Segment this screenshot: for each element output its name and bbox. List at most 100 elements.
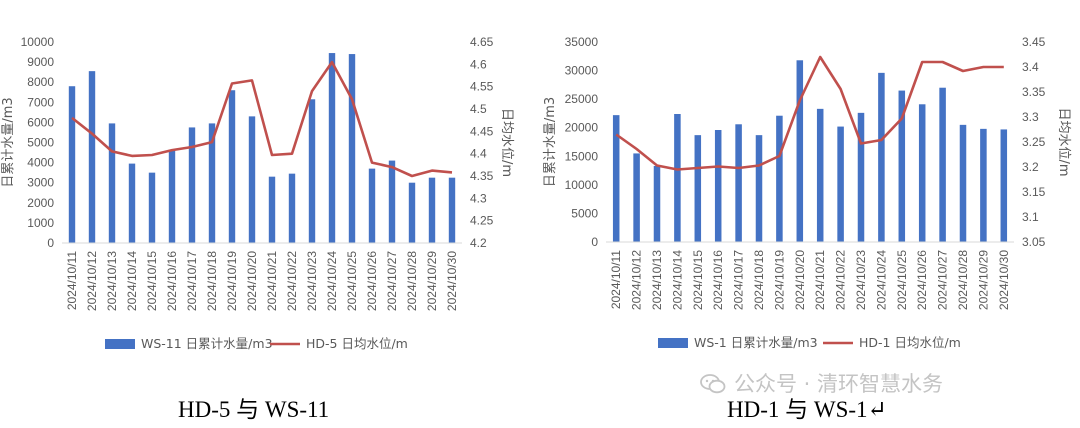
y-left-tick-label: 35000 (565, 35, 599, 49)
legend-bar-swatch (658, 338, 688, 348)
x-tick-label: 2024/10/15 (691, 250, 705, 310)
x-tick-label: 2024/10/26 (915, 250, 929, 310)
bar (248, 116, 256, 243)
bar (328, 53, 336, 244)
bar (755, 135, 763, 242)
bar (348, 54, 356, 244)
x-tick-label: 2024/10/20 (245, 251, 259, 311)
bar (776, 115, 783, 242)
y-left-tick-label: 9000 (27, 55, 54, 69)
line-series (615, 55, 1004, 171)
legend-item-line: HD-5 日均水位/m (306, 336, 408, 351)
bar (368, 168, 376, 243)
bar (837, 126, 844, 242)
bar (428, 177, 436, 243)
x-tick-label: 2024/10/21 (265, 251, 279, 311)
x-tick-label: 2024/10/12 (630, 250, 644, 310)
y-right-tick-label: 3.2 (1022, 160, 1039, 174)
x-tick-label: 2024/10/21 (813, 250, 827, 310)
x-tick-label: 2024/10/22 (285, 251, 299, 311)
bar (188, 127, 196, 243)
y-left-tick-label: 2000 (27, 196, 54, 210)
bar (796, 60, 804, 243)
bar (288, 173, 296, 243)
x-tick-label: 2024/10/18 (752, 250, 766, 310)
bar (816, 108, 824, 242)
x-tick-label: 2024/10/22 (834, 250, 848, 310)
x-tick-label: 2024/10/18 (205, 251, 219, 311)
bar (735, 124, 742, 242)
y-right-tick-label: 4.5 (470, 102, 487, 116)
y-right-tick-label: 3.4 (1022, 60, 1039, 74)
watermark: 公众号 · 清环智慧水务 (700, 368, 943, 398)
x-tick-label: 2024/10/25 (345, 251, 359, 311)
y-left-tick-label: 1000 (27, 216, 54, 230)
caption-left: HD-5 与 WS-11 (178, 397, 330, 422)
y-right-tick-label: 3.1 (1022, 210, 1039, 224)
bar (1000, 129, 1008, 242)
x-tick-label: 2024/10/20 (793, 250, 807, 310)
bar (878, 72, 885, 242)
legend-bar-swatch (105, 339, 135, 349)
y-left-tick-label: 4000 (27, 156, 54, 170)
y-right-tick-label: 3.05 (1022, 235, 1046, 249)
y-left-tick-label: 20000 (565, 121, 599, 135)
bar (898, 90, 906, 242)
y-right-tick-label: 4.3 (470, 191, 487, 205)
bar (694, 135, 702, 242)
x-tick-label: 2024/10/28 (956, 250, 970, 310)
y-right-tick-label: 4.35 (470, 169, 494, 183)
line-series (71, 60, 453, 178)
y-right-tick-label: 4.55 (470, 80, 494, 94)
y-right-tick-label: 3.25 (1022, 135, 1046, 149)
y-right-axis-title: 日均水位/m (1056, 107, 1071, 176)
x-tick-label: 2024/10/16 (165, 251, 179, 311)
wechat-icon (700, 374, 726, 394)
y-left-tick-label: 10000 (565, 178, 599, 192)
y-right-tick-label: 3.35 (1022, 85, 1046, 99)
legend-item-bars: WS-1 日累计水量/m3 (694, 335, 818, 350)
y-left-tick-label: 0 (591, 235, 598, 249)
x-tick-label: 2024/10/13 (105, 251, 119, 311)
y-right-tick-label: 3.45 (1022, 35, 1046, 49)
bar (857, 112, 865, 242)
x-tick-label: 2024/10/27 (385, 251, 399, 311)
x-tick-label: 2024/10/23 (305, 251, 319, 311)
bar (939, 87, 946, 242)
y-left-axis-title: 日累计水量/m3 (1, 97, 16, 187)
y-left-tick-label: 10000 (21, 35, 55, 49)
y-right-axis-title: 日均水位/m (499, 108, 514, 177)
x-tick-label: 2024/10/29 (976, 250, 990, 310)
legend-item-bars: WS-11 日累计水量/m3 (141, 336, 273, 351)
bar (714, 130, 722, 242)
x-tick-label: 2024/10/23 (854, 250, 868, 310)
x-tick-label: 2024/10/26 (365, 251, 379, 311)
bar (918, 104, 926, 243)
bar (980, 128, 987, 242)
bar (168, 149, 176, 243)
y-right-tick-label: 4.65 (470, 35, 494, 49)
bar (108, 123, 116, 243)
bar (408, 182, 416, 243)
x-tick-label: 2024/10/24 (325, 251, 339, 311)
x-tick-label: 2024/10/11 (65, 251, 79, 310)
legend-item-line: HD-1 日均水位/m (859, 335, 961, 350)
x-tick-label: 2024/10/15 (145, 251, 159, 311)
x-tick-label: 2024/10/19 (225, 251, 239, 311)
y-left-tick-label: 6000 (27, 115, 54, 129)
x-tick-label: 2024/10/14 (125, 251, 139, 311)
y-left-tick-label: 25000 (565, 92, 599, 106)
bar (612, 115, 620, 242)
bar (959, 124, 967, 242)
chart-hd5-ws11: 0 1000 2000 3000 4000 5000 6000 7000 8000 9000 100… (1, 35, 514, 351)
x-tick-label: 2024/10/24 (874, 250, 888, 310)
bar (388, 160, 396, 243)
y-left-tick-label: 30000 (565, 64, 599, 78)
x-tick-label: 2024/10/29 (425, 251, 439, 311)
bar (228, 90, 236, 244)
y-right-tick-label: 4.6 (470, 57, 487, 71)
y-left-axis-title: 日累计水量/m3 (543, 97, 558, 187)
y-left-tick-label: 15000 (565, 149, 599, 163)
x-tick-label: 2024/10/28 (405, 251, 419, 311)
bar (268, 176, 276, 243)
